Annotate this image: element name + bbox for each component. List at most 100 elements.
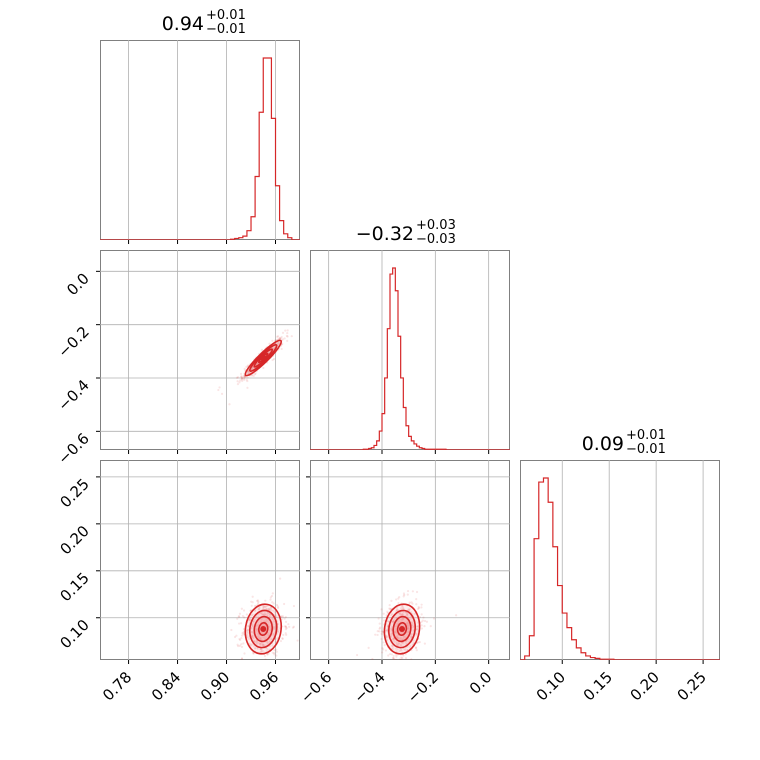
sample-point: [415, 603, 418, 606]
sample-point: [286, 339, 289, 342]
sample-point: [402, 638, 405, 641]
sample-point: [415, 627, 419, 631]
sample-point: [390, 629, 393, 633]
sample-point: [406, 614, 409, 617]
sample-point: [402, 635, 405, 639]
sample-point: [381, 647, 384, 650]
sample-point: [374, 633, 377, 636]
sample-point: [255, 599, 259, 602]
sample-point: [250, 374, 254, 377]
sample-point: [386, 625, 389, 628]
sample-point: [266, 632, 270, 635]
sample-point: [396, 609, 399, 612]
histogram-1: [310, 267, 510, 450]
sample-point: [268, 342, 271, 345]
sample-point: [390, 628, 393, 631]
sample-point: [273, 652, 276, 655]
sample-point: [240, 375, 243, 379]
sample-point: [420, 603, 423, 606]
title-plus: +0.01: [626, 428, 666, 443]
sample-point: [272, 357, 276, 361]
sample-point: [262, 606, 265, 609]
sample-point: [279, 639, 283, 643]
sample-point: [385, 629, 388, 632]
sample-point: [405, 622, 408, 625]
sample-point: [403, 593, 406, 597]
sample-point: [238, 381, 241, 384]
sample-point: [263, 611, 266, 614]
sample-point: [408, 609, 411, 612]
sample-point: [246, 636, 249, 639]
sample-point: [276, 637, 279, 640]
sample-point: [355, 653, 359, 657]
sample-point: [254, 372, 257, 375]
sample-point: [402, 617, 405, 621]
sample-point: [405, 622, 408, 625]
sample-point: [280, 335, 283, 339]
sample-point: [281, 342, 284, 345]
sample-point: [250, 604, 253, 607]
sample-point: [384, 629, 388, 632]
sample-point: [404, 636, 407, 639]
sample-point: [246, 376, 249, 379]
sample-point: [272, 602, 275, 605]
sample-point: [414, 647, 418, 650]
sample-point: [267, 648, 270, 651]
sample-point: [398, 637, 401, 641]
sample-point: [282, 633, 285, 637]
sample-point: [265, 649, 268, 653]
sample-point: [276, 631, 280, 634]
sample-point: [281, 331, 285, 334]
sample-point: [395, 636, 399, 639]
sample-point: [266, 614, 269, 617]
sample-point: [268, 608, 271, 611]
sample-point: [401, 657, 404, 660]
sample-point: [239, 372, 243, 375]
sample-point: [377, 617, 380, 620]
sample-point: [258, 636, 261, 639]
sample-point: [273, 346, 276, 349]
sample-point: [401, 605, 404, 608]
sample-point: [258, 634, 261, 637]
sample-point: [385, 636, 388, 639]
sample-point: [412, 624, 415, 627]
sample-point: [393, 618, 396, 621]
sample-point: [416, 625, 419, 628]
sample-point: [246, 629, 249, 632]
sample-point: [390, 653, 393, 656]
sample-point: [394, 631, 398, 634]
sample-point: [401, 604, 404, 607]
sample-point: [400, 638, 403, 641]
sample-point: [285, 633, 288, 637]
sample-point: [237, 615, 240, 618]
sample-point: [251, 637, 255, 640]
title-minus: −0.01: [206, 22, 246, 37]
sample-point: [415, 590, 419, 594]
sample-point: [407, 628, 410, 631]
sample-point: [263, 636, 266, 639]
sample-point: [407, 631, 410, 634]
sample-point: [418, 615, 421, 619]
sample-point: [406, 612, 409, 616]
sample-point: [275, 650, 278, 653]
sample-point: [252, 366, 255, 370]
sample-point: [380, 608, 383, 611]
sample-point: [237, 644, 240, 648]
sample-point: [423, 642, 426, 645]
sample-point: [390, 599, 393, 602]
sample-point: [257, 633, 260, 636]
sample-point: [385, 635, 389, 638]
sample-point: [257, 641, 260, 645]
sample-point: [407, 637, 410, 641]
panel-frame: [310, 460, 510, 660]
sample-point: [272, 620, 275, 623]
sample-point: [423, 619, 427, 623]
sample-point: [246, 364, 249, 367]
panel-1-0: [100, 250, 300, 450]
panel-frame: [100, 250, 300, 450]
sample-point: [263, 605, 266, 608]
sample-point: [235, 634, 238, 637]
sample-point: [407, 625, 410, 628]
sample-point: [412, 639, 415, 642]
sample-point: [253, 647, 257, 650]
